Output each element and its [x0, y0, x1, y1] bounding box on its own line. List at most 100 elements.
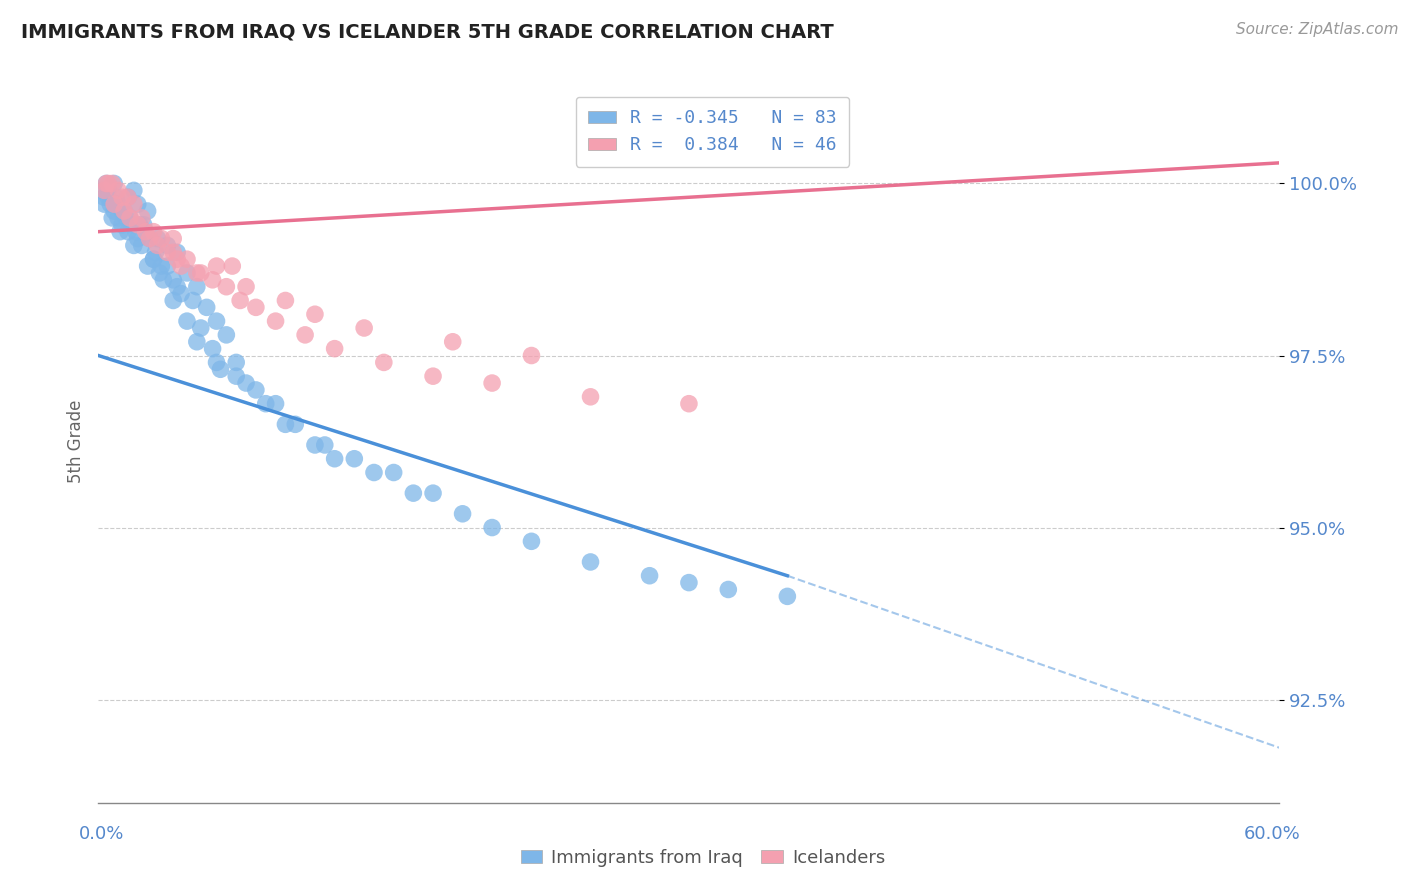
Legend: R = -0.345   N = 83, R =  0.384   N = 46: R = -0.345 N = 83, R = 0.384 N = 46: [576, 96, 849, 167]
Point: [111, 204, 134, 219]
Point: [205, 314, 228, 328]
Point: [122, 183, 145, 197]
Point: [176, 266, 198, 280]
Point: [127, 231, 149, 245]
Text: 60.0%: 60.0%: [1244, 825, 1301, 843]
Point: [131, 238, 153, 252]
Point: [150, 259, 173, 273]
Point: [101, 177, 124, 191]
Point: [176, 252, 198, 267]
Point: [93, 183, 115, 197]
Point: [274, 293, 297, 308]
Point: [125, 225, 148, 239]
Point: [205, 259, 228, 273]
Point: [117, 190, 139, 204]
Point: [229, 293, 252, 308]
Point: [402, 486, 425, 500]
Point: [195, 301, 218, 315]
Point: [103, 197, 125, 211]
Point: [162, 273, 184, 287]
Point: [235, 279, 257, 293]
Point: [156, 245, 179, 260]
Point: [451, 507, 474, 521]
Point: [152, 273, 174, 287]
Point: [201, 273, 224, 287]
Point: [441, 334, 464, 349]
Point: [294, 327, 316, 342]
Point: [353, 321, 375, 335]
Text: Source: ZipAtlas.com: Source: ZipAtlas.com: [1236, 22, 1399, 37]
Point: [91, 183, 114, 197]
Point: [422, 486, 444, 500]
Point: [103, 177, 125, 191]
Point: [97, 177, 120, 191]
Point: [111, 190, 134, 204]
Point: [245, 301, 267, 315]
Point: [190, 321, 212, 335]
Point: [363, 466, 385, 480]
Point: [717, 582, 740, 597]
Legend: Immigrants from Iraq, Icelanders: Immigrants from Iraq, Icelanders: [513, 842, 893, 874]
Point: [186, 334, 208, 349]
Point: [235, 376, 257, 390]
Y-axis label: 5th Grade: 5th Grade: [66, 400, 84, 483]
Point: [422, 369, 444, 384]
Text: 0.0%: 0.0%: [79, 825, 124, 843]
Point: [97, 183, 120, 197]
Point: [373, 355, 395, 369]
Point: [121, 218, 143, 232]
Point: [579, 390, 602, 404]
Point: [138, 231, 160, 245]
Point: [481, 376, 503, 390]
Point: [382, 466, 405, 480]
Point: [107, 183, 129, 197]
Point: [205, 355, 228, 369]
Point: [135, 225, 157, 239]
Point: [284, 417, 307, 432]
Point: [107, 211, 129, 225]
Point: [176, 314, 198, 328]
Point: [117, 190, 139, 204]
Point: [225, 355, 247, 369]
Point: [186, 266, 208, 280]
Point: [245, 383, 267, 397]
Point: [128, 218, 150, 232]
Point: [93, 190, 115, 204]
Point: [264, 397, 287, 411]
Point: [209, 362, 232, 376]
Point: [115, 211, 138, 225]
Point: [136, 259, 159, 273]
Point: [225, 369, 247, 384]
Point: [138, 231, 160, 245]
Point: [122, 197, 145, 211]
Point: [142, 225, 165, 239]
Point: [105, 190, 128, 204]
Point: [221, 259, 243, 273]
Text: IMMIGRANTS FROM IRAQ VS ICELANDER 5TH GRADE CORRELATION CHART: IMMIGRANTS FROM IRAQ VS ICELANDER 5TH GR…: [21, 22, 834, 41]
Point: [93, 197, 115, 211]
Point: [678, 397, 700, 411]
Point: [96, 177, 118, 191]
Point: [314, 438, 336, 452]
Point: [254, 397, 277, 411]
Point: [162, 293, 184, 308]
Point: [323, 451, 346, 466]
Point: [111, 218, 134, 232]
Point: [323, 342, 346, 356]
Point: [98, 197, 121, 211]
Point: [118, 211, 141, 225]
Point: [166, 245, 188, 260]
Point: [117, 225, 139, 239]
Point: [118, 211, 141, 225]
Point: [170, 259, 193, 273]
Point: [481, 520, 503, 534]
Point: [520, 349, 543, 363]
Point: [146, 231, 169, 245]
Point: [142, 252, 165, 267]
Point: [156, 238, 179, 252]
Point: [274, 417, 297, 432]
Point: [579, 555, 602, 569]
Point: [520, 534, 543, 549]
Point: [122, 238, 145, 252]
Point: [215, 279, 238, 293]
